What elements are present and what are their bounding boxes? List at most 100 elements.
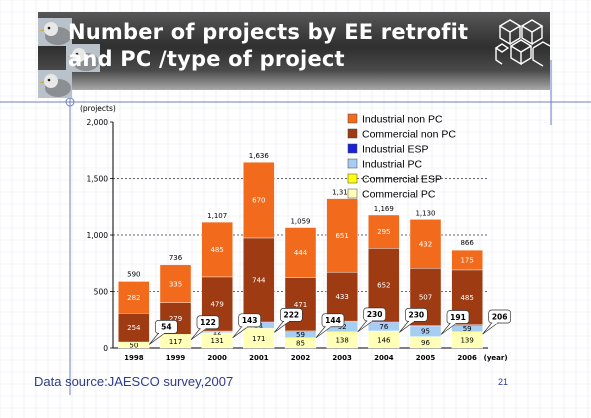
y-tick-label: 2,000 (87, 118, 109, 127)
segment-value-label: 138 (335, 337, 348, 345)
segment-value-label: 279 (169, 315, 182, 323)
callout-box (321, 313, 345, 328)
legend-swatch (347, 128, 358, 139)
legend-label: Commercial non PC (362, 129, 456, 141)
segment-value-label: 171 (252, 335, 265, 343)
segment-value-label: 95 (421, 328, 430, 336)
page-number: 21 (498, 377, 509, 387)
segment-value-label: 444 (294, 249, 308, 257)
segment-value-label: 744 (252, 276, 266, 284)
x-tick-label: 2004 (374, 354, 394, 362)
segment-value-label: 85 (296, 340, 305, 348)
y-tick-label: 500 (94, 288, 109, 297)
x-tick-label: 2001 (249, 354, 269, 362)
segment-value-label: 92 (338, 323, 347, 331)
segment-value-label: 471 (294, 301, 307, 309)
callout-box (363, 307, 387, 322)
x-axis-label: (year) (484, 354, 508, 362)
callout-label: 54 (161, 323, 171, 332)
data-source-note: Data source:JAESCO survey,2007 (34, 374, 234, 389)
segment-value-label: 507 (419, 293, 432, 301)
callout-label: 122 (200, 318, 216, 327)
bar-segment (243, 162, 275, 239)
callout-label: 230 (367, 310, 383, 319)
cube-pattern-icon (494, 19, 551, 67)
callout-pointer (482, 322, 499, 335)
title-bar (38, 12, 550, 90)
callout-box (446, 310, 470, 324)
slide-title-line-2: and PC /type of project (68, 47, 345, 71)
callout-label: 143 (242, 316, 258, 325)
segment-value-label: 139 (460, 337, 473, 345)
bar-segment (284, 227, 317, 278)
bar-total-label: 1,169 (374, 205, 394, 213)
legend-label: Commercial PC (362, 189, 436, 201)
bar-segment (326, 271, 358, 322)
bar-segment (159, 264, 192, 303)
slide-title-line-1: Number of projects by EE retrofit (68, 20, 469, 44)
y-tick-label: 1,000 (87, 231, 109, 240)
rule-circle-icon (65, 97, 75, 107)
bar-total-label: 736 (169, 254, 183, 262)
legend-swatch (347, 158, 358, 169)
bird-photo-icon (38, 18, 72, 46)
bar-segment (409, 219, 442, 269)
callout-label: 144 (325, 316, 341, 325)
segment-value-label: 335 (169, 280, 182, 288)
segment-value-label: 131 (210, 337, 223, 345)
segment-value-label: 146 (377, 336, 391, 344)
legend-label: Commercial ESP (362, 174, 442, 186)
legend-label: Industrial ESP (362, 144, 429, 156)
bird-photo-icon (38, 70, 72, 98)
callout-label: 222 (284, 311, 300, 320)
bar-segment (201, 221, 233, 278)
callout-box (154, 320, 178, 334)
segment-value-label: 485 (460, 294, 473, 302)
segment-value-label: 670 (252, 197, 265, 205)
segment-value-label: 59 (463, 325, 472, 333)
segment-value-label: 485 (210, 246, 223, 254)
bar-segment (118, 281, 150, 314)
segment-value-label: 117 (169, 338, 182, 346)
bar-total-label: 1,636 (249, 152, 270, 160)
bar-total-label: 1,059 (290, 217, 310, 225)
bar-segment (284, 277, 317, 332)
segment-value-label: 295 (377, 228, 390, 236)
callout-label: 191 (450, 313, 466, 322)
segment-value-label: 254 (127, 324, 141, 332)
segment-value-label: 433 (335, 293, 348, 301)
segment-value-label: 175 (460, 257, 473, 265)
bar-segment (118, 313, 150, 343)
callout-box (279, 308, 303, 322)
legend-label: Industrial PC (362, 159, 423, 171)
x-tick-label: 1998 (124, 354, 144, 362)
bird-photo-icon (66, 44, 100, 72)
x-tick-label: 1999 (166, 354, 186, 362)
bar-segment (368, 214, 400, 249)
bar-total-label: 1,130 (415, 209, 435, 217)
x-tick-label: 2003 (332, 354, 352, 362)
segment-value-label: 282 (127, 294, 140, 302)
callout-box (196, 315, 220, 330)
segment-value-label: 59 (296, 331, 305, 339)
callout-box (488, 309, 512, 324)
segment-value-label: 76 (379, 323, 388, 331)
legend-swatch (347, 173, 358, 184)
legend-swatch (347, 188, 358, 199)
bar-total-label: 590 (127, 270, 140, 278)
segment-value-label: 432 (419, 240, 432, 248)
callout-label: 230 (409, 311, 425, 320)
x-tick-label: 2002 (291, 354, 311, 362)
bar-segment (451, 249, 483, 271)
callout-box (238, 313, 262, 328)
segment-value-label: 479 (210, 300, 223, 308)
y-tick-label: 1,500 (87, 175, 109, 184)
y-tick-label: 0 (103, 344, 108, 353)
segment-value-label: 652 (377, 282, 390, 290)
bar-total-label: 866 (460, 239, 474, 247)
bar-total-label: 1,107 (207, 212, 227, 220)
legend-label: Industrial non PC (362, 114, 443, 126)
segment-value-label: 651 (335, 232, 348, 240)
